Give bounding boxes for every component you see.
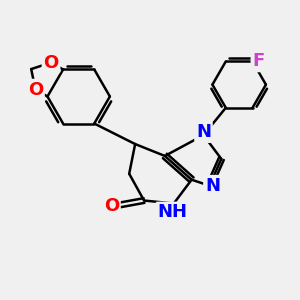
- Text: O: O: [104, 197, 119, 215]
- Text: N: N: [205, 177, 220, 195]
- Text: N: N: [196, 123, 211, 141]
- Text: O: O: [44, 53, 59, 71]
- Text: NH: NH: [157, 203, 187, 221]
- Text: F: F: [252, 52, 265, 70]
- Text: O: O: [28, 81, 43, 99]
